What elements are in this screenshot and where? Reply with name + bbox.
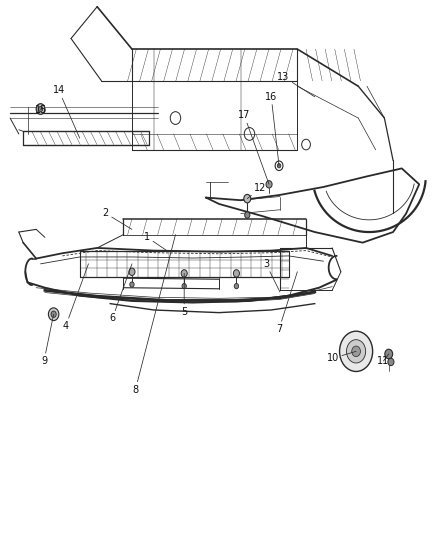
Text: 2: 2 xyxy=(103,208,132,229)
Text: 13: 13 xyxy=(277,71,315,97)
Circle shape xyxy=(352,346,360,357)
Text: 12: 12 xyxy=(247,183,267,199)
Text: 9: 9 xyxy=(41,314,53,366)
Text: 1: 1 xyxy=(144,232,167,251)
Circle shape xyxy=(130,282,134,287)
Text: 8: 8 xyxy=(132,235,176,394)
Circle shape xyxy=(244,195,251,203)
Circle shape xyxy=(346,340,366,363)
Circle shape xyxy=(385,349,392,359)
Text: 15: 15 xyxy=(35,105,48,115)
Circle shape xyxy=(129,268,135,276)
Text: 14: 14 xyxy=(53,85,80,138)
Circle shape xyxy=(234,284,239,289)
Circle shape xyxy=(277,164,281,168)
Circle shape xyxy=(48,308,59,320)
Circle shape xyxy=(39,107,43,112)
Circle shape xyxy=(388,358,394,366)
Text: 5: 5 xyxy=(181,273,187,317)
Text: 4: 4 xyxy=(63,264,88,331)
Circle shape xyxy=(182,284,186,289)
Text: 11: 11 xyxy=(378,354,390,366)
Circle shape xyxy=(36,104,45,114)
Circle shape xyxy=(51,311,56,317)
Text: 7: 7 xyxy=(276,272,297,334)
Text: 3: 3 xyxy=(263,259,280,292)
Circle shape xyxy=(233,270,240,277)
Text: 16: 16 xyxy=(265,92,279,166)
Circle shape xyxy=(245,212,250,218)
Circle shape xyxy=(266,181,272,188)
Circle shape xyxy=(339,331,373,372)
Text: 6: 6 xyxy=(110,264,132,324)
Text: 10: 10 xyxy=(327,351,356,363)
Circle shape xyxy=(181,270,187,277)
Text: 17: 17 xyxy=(238,110,269,184)
